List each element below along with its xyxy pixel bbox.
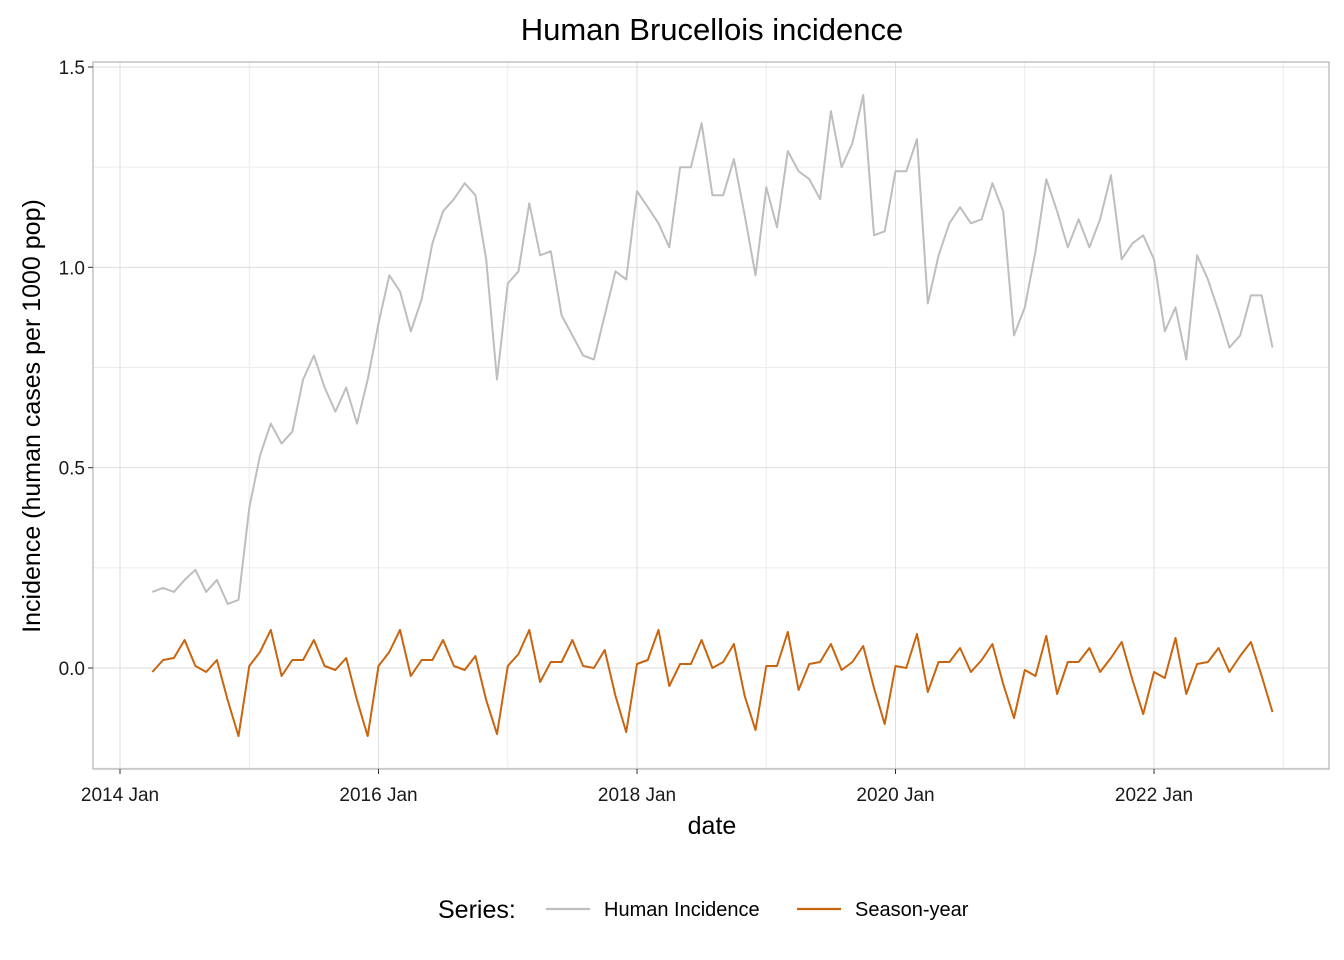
legend-title: Series: [438,896,516,924]
x-axis-title: date [688,812,737,840]
y-axis-title: Incidence (human cases per 1000 pop) [18,199,46,633]
legend: Series: Human Incidence Season-year [438,896,969,924]
y-tick-label: 1.0 [59,258,85,279]
legend-label-season-year: Season-year [855,899,969,921]
y-tick-label: 0.5 [59,459,85,480]
y-tick-label: 1.5 [59,58,85,79]
minor-gridlines [93,62,1329,769]
legend-label-human-incidence: Human Incidence [604,899,760,921]
y-tick-label: 0.0 [59,659,85,680]
x-tick-label: 2022 Jan [1115,785,1193,806]
series-line-human-incidence [151,94,1274,605]
x-axis-ticks: 2014 Jan 2016 Jan 2018 Jan 2020 Jan 2022 Jan [81,769,1193,806]
major-gridlines [93,62,1329,769]
x-tick-label: 2014 Jan [81,785,159,806]
series-layer [151,94,1274,738]
chart-title: Human Brucellois incidence [521,12,904,47]
plot-panel-border [92,61,1330,770]
y-axis-ticks: 0.0 0.5 1.0 1.5 [59,58,93,680]
x-tick-label: 2016 Jan [339,785,417,806]
x-tick-label: 2020 Jan [856,785,934,806]
series-line-season-year [151,628,1274,738]
x-tick-label: 2018 Jan [598,785,676,806]
